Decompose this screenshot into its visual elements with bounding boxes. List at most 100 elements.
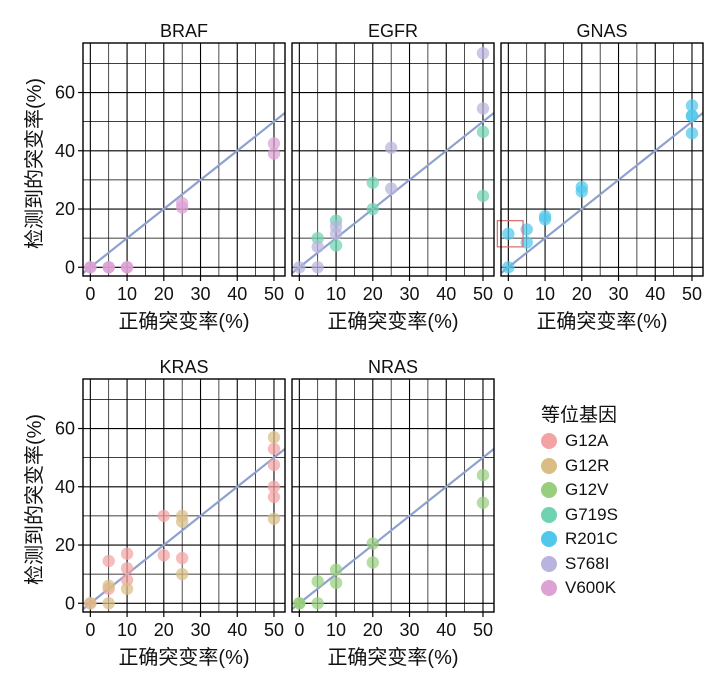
data-point-g719s (476, 189, 490, 203)
legend-item-g719s: G719S (541, 504, 618, 526)
x-tick-label: 0 (85, 284, 95, 304)
x-axis-label: 正确突变率(%) (118, 646, 249, 669)
data-point-g12r (84, 597, 97, 610)
data-point-g12v (311, 575, 324, 588)
data-point-g12a (157, 509, 170, 523)
reference-line (83, 448, 285, 610)
data-point-g719s (329, 239, 343, 252)
panel-nras: NRAS 0 10 20 30 40 50 正确突变率(%) (291, 357, 495, 669)
x-tick-label: 50 (473, 284, 493, 304)
y-tick-label: 40 (55, 141, 75, 161)
y-axis-label: 检测到的突变率(%) (23, 414, 46, 585)
reference-line (292, 448, 494, 610)
data-point-g12a (267, 490, 281, 504)
y-tick-label: 0 (65, 257, 75, 277)
panel-frame (82, 42, 286, 277)
data-point-g12r (175, 567, 189, 581)
legend-swatch (541, 433, 557, 449)
data-point-g12a (157, 549, 170, 562)
y-axis-label: 检测到的突变率(%) (23, 78, 46, 249)
data-point-r201c (520, 223, 533, 236)
legend-swatch (541, 555, 557, 572)
x-axis-label: 正确突变率(%) (327, 310, 458, 333)
x-tick-label: 30 (609, 284, 629, 304)
data-point-s768i (476, 102, 490, 115)
x-tick-label: 10 (535, 284, 555, 304)
legend-label: G12A (565, 431, 609, 450)
data-point-g12v (476, 496, 490, 509)
x-tick-label: 10 (326, 620, 346, 640)
data-point-r201c (502, 227, 515, 240)
x-tick-label: 30 (191, 620, 211, 640)
x-tick-label: 0 (294, 284, 304, 304)
legend-label: S768I (565, 553, 610, 573)
x-axis-label: 正确突变率(%) (327, 646, 458, 669)
data-point-v600k (267, 137, 281, 150)
panel-frame (500, 42, 704, 277)
panel-gnas: GNAS 0 10 20 30 40 50 正确突变率(%) (496, 21, 704, 333)
x-tick-label: 20 (154, 620, 174, 640)
panel-frame (291, 378, 495, 613)
data-point-g12v (366, 537, 379, 550)
legend-item-v600k: V600K (541, 577, 616, 599)
x-tick-label: 0 (294, 620, 304, 640)
data-point-g719s (366, 202, 379, 216)
data-point-v600k (84, 261, 97, 274)
legend-item-s768i: S768I (541, 553, 609, 575)
data-point-g12v (329, 563, 343, 576)
legend-label: G12R (565, 455, 610, 475)
data-point-s768i (311, 261, 324, 274)
highlight-box (496, 220, 524, 248)
legend-title: 等位基因 (541, 405, 618, 426)
data-point-r201c (538, 213, 552, 226)
reference-line (83, 112, 285, 274)
legend-swatch (541, 482, 557, 498)
panel-braf: BRAF 0 10 20 30 40 50 正确突变率(%) 0 20 40 60 检测到的突变率(%) (23, 21, 286, 333)
y-tick-label: 20 (55, 535, 75, 555)
y-tick-label: 20 (55, 199, 75, 219)
y-tick-label: 0 (65, 593, 75, 613)
x-tick-label: 50 (264, 620, 284, 640)
data-point-v600k (120, 261, 134, 274)
data-point-s768i (293, 261, 306, 274)
panel-title: EGFR (368, 21, 418, 41)
reference-line (501, 112, 703, 274)
data-point-g12v (293, 597, 306, 610)
data-point-g12a (267, 458, 281, 472)
data-point-g12a (267, 480, 281, 493)
x-tick-label: 40 (227, 284, 247, 304)
data-point-r201c (685, 99, 699, 112)
y-tick-label: 60 (55, 83, 75, 103)
data-point-g12v (329, 576, 343, 590)
data-point-v600k (175, 201, 189, 214)
legend-swatch (541, 457, 557, 474)
x-axis-label: 正确突变率(%) (118, 310, 249, 333)
legend-label: R201C (565, 529, 618, 548)
x-tick-label: 30 (400, 620, 420, 640)
data-point-g12r (175, 515, 189, 528)
x-tick-label: 0 (503, 284, 513, 304)
legend-item-g12a: G12A (541, 430, 608, 452)
panel-frame (291, 42, 495, 277)
data-point-g12r (120, 582, 134, 595)
legend-item-g12v: G12V (541, 479, 608, 501)
x-axis-label: 正确突变率(%) (536, 310, 667, 333)
data-point-g719s (476, 125, 490, 139)
legend-item-r201c: R201C (541, 528, 618, 550)
legend-label: V600K (565, 578, 617, 597)
panel-frame (82, 378, 286, 613)
data-point-v600k (267, 147, 281, 160)
x-tick-label: 10 (117, 620, 137, 640)
x-tick-label: 40 (227, 620, 247, 640)
data-point-g12a (120, 573, 134, 587)
data-point-g12r (267, 512, 281, 525)
legend-label: G719S (565, 504, 618, 524)
panel-title: KRAS (159, 357, 208, 377)
x-tick-label: 50 (682, 284, 702, 304)
data-point-g12a (102, 554, 115, 568)
data-point-g12r (102, 579, 115, 592)
legend-swatch (541, 580, 557, 596)
data-point-g12v (366, 556, 379, 569)
x-tick-label: 50 (264, 284, 284, 304)
panel-kras: KRAS 0 10 20 30 40 50 正确突变率(%) 0 20 40 60 检测到的突变率(%) (23, 357, 286, 669)
